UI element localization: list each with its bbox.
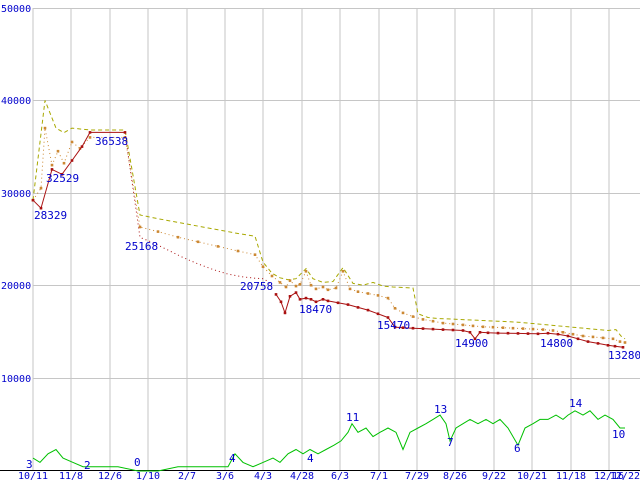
svg-text:10000: 10000: [1, 374, 31, 385]
svg-text:2/7: 2/7: [178, 471, 196, 480]
svg-text:2: 2: [84, 459, 91, 472]
svg-text:40000: 40000: [1, 96, 31, 107]
svg-text:4/28: 4/28: [290, 471, 314, 480]
svg-text:10: 10: [612, 428, 625, 441]
svg-text:14: 14: [569, 397, 583, 410]
svg-text:28329: 28329: [34, 209, 67, 222]
svg-text:12/16: 12/16: [594, 471, 624, 480]
svg-text:9/22: 9/22: [482, 471, 506, 480]
offer-count-series: [32, 410, 625, 472]
svg-text:32529: 32529: [46, 172, 79, 185]
svg-text:13280: 13280: [608, 349, 640, 362]
svg-text:13: 13: [434, 403, 447, 416]
x-axis-end-label: 12/22: [610, 471, 640, 480]
svg-text:20758: 20758: [240, 280, 273, 293]
svg-text:20000: 20000: [1, 281, 31, 292]
svg-text:50000: 50000: [1, 4, 31, 15]
max-price-series: [32, 100, 626, 340]
svg-text:15470: 15470: [377, 319, 410, 332]
svg-text:12/6: 12/6: [98, 471, 122, 480]
svg-text:3: 3: [26, 458, 33, 471]
svg-text:36538: 36538: [95, 135, 128, 148]
svg-text:0: 0: [134, 456, 141, 469]
svg-text:14800: 14800: [540, 337, 573, 350]
svg-text:25168: 25168: [125, 240, 158, 253]
svg-text:4: 4: [229, 452, 236, 465]
svg-text:10/21: 10/21: [517, 471, 547, 480]
svg-text:6: 6: [514, 442, 521, 455]
x-axis-labels: 10/11 11/8 12/6 1/10 2/7 3/6 4/3 4/28 6/3 7/1 7/29…: [18, 471, 640, 480]
svg-text:30000: 30000: [1, 189, 31, 200]
svg-text:8/26: 8/26: [443, 471, 467, 480]
svg-text:18470: 18470: [299, 303, 332, 316]
y-axis-labels: 10000 20000 30000 40000 50000: [1, 4, 31, 385]
svg-text:11/8: 11/8: [59, 471, 83, 480]
svg-text:10/11: 10/11: [18, 471, 48, 480]
svg-text:14900: 14900: [455, 337, 488, 350]
min-price-series: [31, 131, 625, 349]
svg-text:3/6: 3/6: [216, 471, 234, 480]
svg-text:7: 7: [447, 436, 454, 449]
svg-text:7/29: 7/29: [405, 471, 429, 480]
gridlines: [32, 8, 640, 470]
svg-text:7/1: 7/1: [370, 471, 388, 480]
svg-text:6/3: 6/3: [331, 471, 349, 480]
value-annotations: 28329 32529 36538 25168 20758 18470 15470 14900…: [26, 135, 640, 472]
svg-text:1/10: 1/10: [136, 471, 160, 480]
svg-text:4: 4: [307, 452, 314, 465]
svg-text:4/3: 4/3: [254, 471, 272, 480]
svg-text:11: 11: [346, 411, 359, 424]
svg-text:11/18: 11/18: [556, 471, 586, 480]
